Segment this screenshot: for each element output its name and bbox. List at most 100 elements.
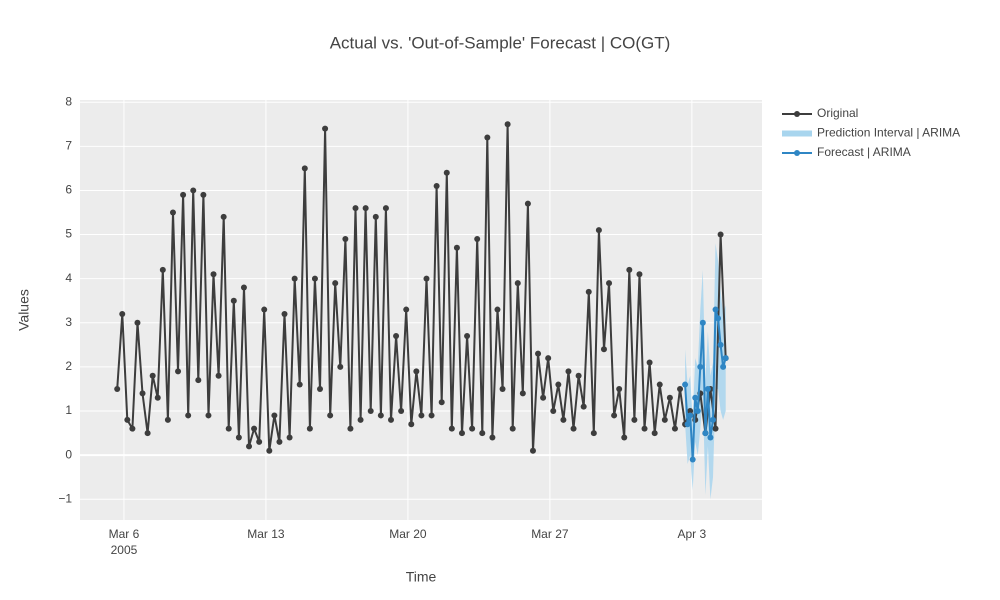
data-point bbox=[540, 394, 547, 401]
data-point bbox=[519, 390, 526, 397]
data-point bbox=[535, 350, 542, 357]
data-point bbox=[286, 434, 293, 441]
data-point bbox=[611, 412, 618, 419]
data-point bbox=[357, 416, 364, 423]
data-point bbox=[403, 306, 410, 313]
data-point bbox=[453, 244, 460, 251]
data-point bbox=[666, 394, 673, 401]
data-point bbox=[200, 191, 207, 198]
data-point bbox=[699, 319, 706, 326]
legend-label: Prediction Interval | ARIMA bbox=[817, 126, 960, 140]
data-point bbox=[428, 412, 435, 419]
data-point bbox=[712, 306, 719, 313]
plot-area bbox=[80, 100, 762, 520]
y-axis-label: Values bbox=[16, 289, 32, 331]
data-point bbox=[367, 408, 374, 415]
data-point bbox=[306, 425, 313, 432]
data-point bbox=[621, 434, 628, 441]
data-point bbox=[180, 191, 187, 198]
marks bbox=[114, 121, 729, 500]
data-point bbox=[715, 315, 722, 322]
data-point bbox=[190, 187, 197, 194]
data-point bbox=[560, 416, 567, 423]
data-point bbox=[220, 213, 227, 220]
data-point bbox=[438, 399, 445, 406]
data-point bbox=[423, 275, 430, 282]
data-point bbox=[322, 125, 329, 132]
data-point bbox=[311, 275, 318, 282]
data-point bbox=[636, 271, 643, 278]
legend-marker bbox=[794, 150, 800, 156]
data-point bbox=[509, 425, 516, 432]
legend-label: Forecast | ARIMA bbox=[817, 145, 911, 159]
data-point bbox=[266, 447, 273, 454]
data-point bbox=[631, 416, 638, 423]
data-point bbox=[408, 421, 415, 428]
data-point bbox=[159, 266, 166, 273]
data-point bbox=[722, 355, 729, 362]
data-point bbox=[702, 430, 709, 437]
data-point bbox=[418, 412, 425, 419]
data-point bbox=[134, 319, 141, 326]
data-point bbox=[281, 310, 288, 317]
data-point bbox=[276, 438, 283, 445]
data-point bbox=[317, 385, 324, 392]
data-point bbox=[504, 121, 511, 128]
y-tick-label: 5 bbox=[65, 227, 72, 241]
data-point bbox=[494, 306, 501, 313]
data-point bbox=[205, 412, 212, 419]
data-point bbox=[694, 408, 701, 415]
data-point bbox=[215, 372, 222, 379]
data-point bbox=[337, 363, 344, 370]
data-point bbox=[296, 381, 303, 388]
data-point bbox=[575, 372, 582, 379]
y-tick-label: 4 bbox=[65, 271, 72, 285]
y-tick-label: 7 bbox=[65, 138, 72, 152]
data-point bbox=[717, 341, 724, 348]
data-point bbox=[175, 368, 182, 375]
data-point bbox=[712, 425, 719, 432]
data-point bbox=[144, 430, 151, 437]
data-point bbox=[185, 412, 192, 419]
data-point bbox=[124, 416, 131, 423]
data-point bbox=[230, 297, 237, 304]
data-point bbox=[570, 425, 577, 432]
data-point bbox=[689, 456, 696, 463]
data-point bbox=[656, 381, 663, 388]
data-point bbox=[641, 425, 648, 432]
data-point bbox=[398, 408, 405, 415]
y-tick-label: 1 bbox=[65, 403, 72, 417]
data-point bbox=[443, 169, 450, 176]
data-point bbox=[352, 205, 359, 212]
data-point bbox=[246, 443, 253, 450]
data-point bbox=[139, 390, 146, 397]
data-point bbox=[240, 284, 247, 291]
y-tick-label: 8 bbox=[65, 94, 72, 108]
labels: −1 0 1 2 3 4 5 6 7 8 Mar 6 2005 Mar 13 Mar 20 Mar 27 Ap… bbox=[58, 94, 960, 557]
y-tick-label: 6 bbox=[65, 183, 72, 197]
data-point bbox=[342, 235, 349, 242]
data-point bbox=[362, 205, 369, 212]
data-point bbox=[291, 275, 298, 282]
data-point bbox=[555, 381, 562, 388]
data-point bbox=[327, 412, 334, 419]
data-point bbox=[717, 231, 724, 238]
data-point bbox=[464, 333, 471, 340]
data-point bbox=[119, 310, 126, 317]
data-point bbox=[479, 430, 486, 437]
data-point bbox=[484, 134, 491, 141]
data-point bbox=[545, 355, 552, 362]
data-point bbox=[707, 434, 714, 441]
y-tick-label: 0 bbox=[65, 447, 72, 461]
data-point bbox=[271, 412, 278, 419]
data-point bbox=[474, 235, 481, 242]
data-point bbox=[565, 368, 572, 375]
data-point bbox=[154, 394, 161, 401]
y-tick-label: 3 bbox=[65, 315, 72, 329]
legend-marker bbox=[794, 111, 800, 117]
data-point bbox=[704, 385, 711, 392]
data-point bbox=[590, 430, 597, 437]
data-point bbox=[529, 447, 536, 454]
x-tick-label: Mar 13 bbox=[247, 527, 285, 541]
